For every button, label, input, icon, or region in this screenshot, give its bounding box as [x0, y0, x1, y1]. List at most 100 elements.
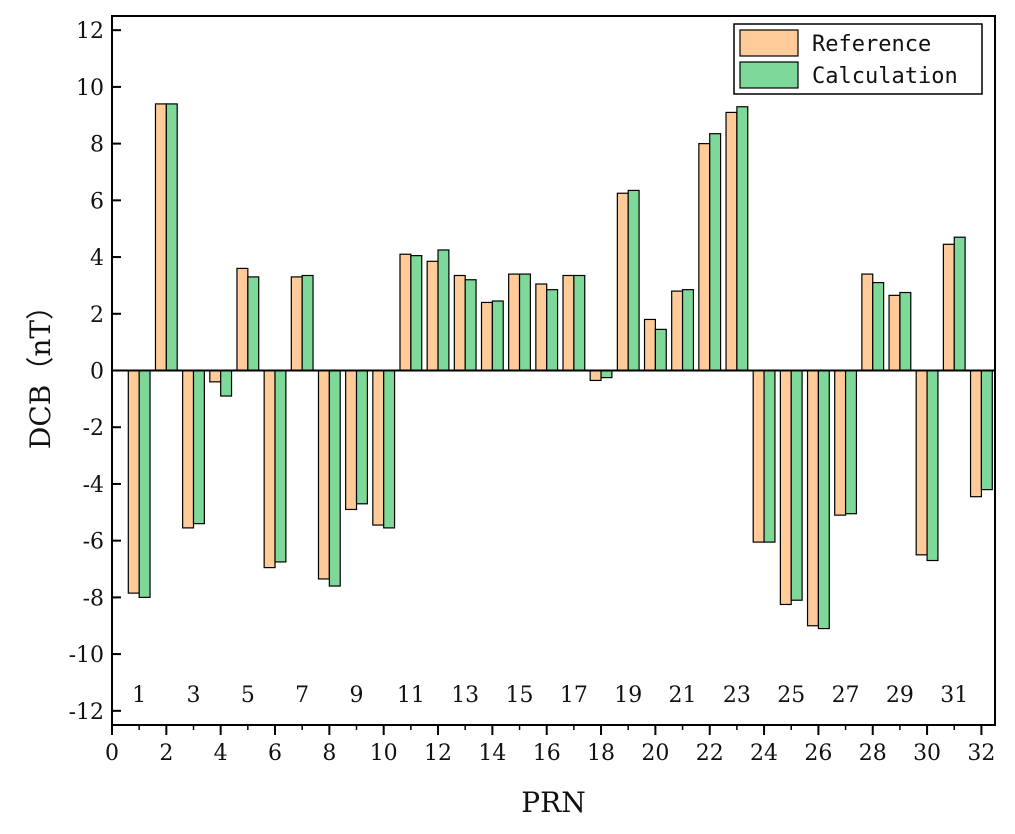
- bar-reference-prn-24: [752, 369, 765, 543]
- prn-odd-label: 19: [614, 683, 642, 708]
- bar-reference-prn-21: [671, 290, 684, 372]
- x-axis-title: PRN: [521, 786, 585, 819]
- legend-swatch-calculation: [739, 61, 799, 89]
- bar-calculation-prn-7: [301, 274, 314, 372]
- prn-odd-label: 5: [241, 683, 255, 708]
- bar-calculation-prn-32: [980, 369, 993, 491]
- bar-calculation-prn-16: [546, 289, 559, 372]
- bar-reference-prn-31: [942, 243, 955, 372]
- prn-odd-label: 25: [777, 683, 805, 708]
- bar-calculation-prn-10: [383, 369, 396, 529]
- bar-calculation-prn-22: [709, 133, 722, 372]
- y-tick-label: -12: [69, 700, 104, 725]
- bar-reference-prn-5: [236, 267, 249, 372]
- x-tick-label: 30: [913, 741, 941, 766]
- plot-frame: [111, 15, 996, 726]
- bar-calculation-prn-27: [844, 369, 858, 515]
- y-tick-label: -10: [69, 643, 104, 668]
- prn-odd-label: 11: [397, 683, 425, 708]
- x-tick-label: 2: [159, 741, 173, 766]
- x-tick-label: 0: [105, 741, 119, 766]
- prn-odd-label: 3: [187, 683, 201, 708]
- bar-reference-prn-30: [915, 369, 928, 556]
- x-tick-label: 14: [478, 741, 506, 766]
- bar-calculation-prn-5: [247, 276, 260, 372]
- x-tick-label: 32: [967, 741, 995, 766]
- bar-calculation-prn-11: [410, 255, 423, 372]
- bar-calculation-prn-19: [627, 189, 640, 372]
- x-tick-label: 6: [268, 741, 282, 766]
- bar-calculation-prn-20: [654, 328, 667, 372]
- bar-reference-prn-4: [209, 369, 222, 383]
- prn-odd-label: 23: [723, 683, 751, 708]
- bar-reference-prn-10: [372, 369, 385, 526]
- bar-calculation-prn-18: [600, 369, 613, 379]
- x-tick-label: 26: [804, 741, 832, 766]
- bar-calculation-prn-12: [437, 249, 450, 372]
- bar-reference-prn-8: [317, 369, 330, 580]
- bar-calculation-prn-4: [220, 369, 233, 397]
- prn-odd-label: 17: [560, 683, 588, 708]
- bar-calculation-prn-15: [518, 273, 532, 372]
- prn-odd-label: 29: [886, 683, 914, 708]
- bar-calculation-prn-26: [817, 369, 830, 630]
- y-axis-title: DCB（nT）: [24, 292, 57, 449]
- prn-odd-label: 15: [506, 683, 534, 708]
- bar-calculation-prn-8: [328, 369, 341, 587]
- prn-odd-label: 7: [295, 683, 309, 708]
- bar-reference-prn-6: [263, 369, 276, 569]
- bar-calculation-prn-31: [953, 236, 966, 372]
- prn-odd-label: 9: [350, 683, 364, 708]
- bar-reference-prn-2: [154, 103, 167, 372]
- bar-calculation-prn-29: [899, 291, 912, 372]
- prn-odd-label: 27: [832, 683, 860, 708]
- bar-reference-prn-28: [861, 273, 874, 372]
- y-tick-label: 0: [90, 360, 104, 385]
- bar-calculation-prn-23: [736, 106, 749, 372]
- legend-label-reference: Reference: [812, 32, 931, 57]
- bar-calculation-prn-3: [192, 369, 205, 525]
- legend: Reference Calculation: [733, 23, 983, 95]
- x-tick-label: 22: [696, 741, 724, 766]
- bar-reference-prn-26: [806, 369, 819, 627]
- bar-reference-prn-25: [779, 369, 792, 606]
- x-tick-label: 12: [424, 741, 452, 766]
- y-tick-label: -4: [83, 473, 104, 498]
- bar-calculation-prn-25: [790, 369, 803, 601]
- bar-reference-prn-13: [453, 274, 466, 372]
- bar-calculation-prn-13: [464, 279, 477, 372]
- bar-reference-prn-27: [834, 369, 847, 516]
- bar-calculation-prn-30: [926, 369, 939, 562]
- bar-reference-prn-14: [480, 301, 493, 372]
- bar-reference-prn-20: [643, 318, 656, 372]
- bar-calculation-prn-21: [681, 289, 695, 372]
- bar-calculation-prn-2: [165, 103, 178, 372]
- x-tick-label: 16: [533, 741, 561, 766]
- bar-reference-prn-15: [508, 273, 521, 372]
- bar-calculation-prn-14: [491, 300, 504, 372]
- bar-calculation-prn-24: [763, 369, 776, 543]
- bar-calculation-prn-6: [274, 369, 287, 563]
- prn-odd-label: 21: [669, 683, 697, 708]
- bar-reference-prn-17: [562, 274, 575, 372]
- y-tick-label: 8: [90, 133, 104, 158]
- y-tick-label: -6: [83, 530, 104, 555]
- y-tick-label: 6: [90, 189, 104, 214]
- x-tick-label: 18: [587, 741, 615, 766]
- legend-label-calculation: Calculation: [812, 64, 958, 89]
- bar-reference-prn-29: [888, 294, 901, 372]
- x-tick-label: 24: [750, 741, 778, 766]
- bar-reference-prn-7: [290, 276, 303, 372]
- bar-reference-prn-32: [969, 369, 983, 498]
- y-tick-label: 12: [76, 19, 104, 44]
- y-tick-label: 4: [90, 246, 104, 271]
- x-tick-label: 20: [641, 741, 669, 766]
- bar-reference-prn-11: [399, 253, 412, 372]
- y-tick-label: 10: [76, 76, 104, 101]
- y-tick-label: 2: [90, 303, 104, 328]
- bar-reference-prn-12: [426, 260, 439, 372]
- bar-reference-prn-19: [616, 192, 629, 372]
- x-tick-label: 4: [214, 741, 228, 766]
- bar-calculation-prn-9: [355, 369, 368, 505]
